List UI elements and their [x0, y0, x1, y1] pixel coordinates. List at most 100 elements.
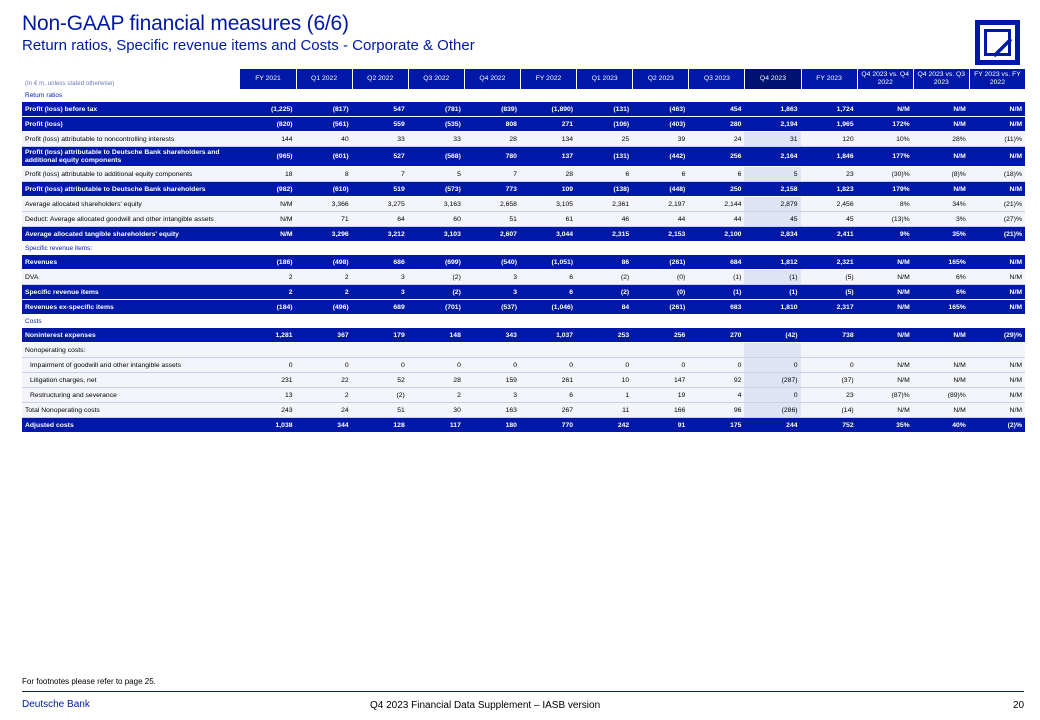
section-heading-row: Return ratios [22, 89, 1025, 102]
table-cell: N/M [856, 255, 913, 270]
table-cell: 163 [463, 403, 520, 418]
table-cell: 1,038 [239, 418, 296, 433]
table-cell: 147 [632, 373, 689, 388]
table-row: Average allocated shareholders' equity N/… [22, 197, 1025, 212]
table-cell: 64 [351, 212, 408, 227]
table-cell: 1 [576, 388, 633, 403]
row-label: Specific revenue items [22, 285, 240, 300]
table-row: Litigation charges, net 231 22 52 28 159 261 10… [22, 373, 1025, 388]
table-cell: (1) [688, 285, 745, 300]
row-label: Profit (loss) attributable to Deutsche B… [22, 182, 240, 197]
table-cell: 33 [351, 132, 408, 147]
table-cell: 8% [856, 197, 913, 212]
table-cell: (1) [744, 285, 801, 300]
table-cell: 683 [688, 300, 745, 315]
table-cell: 0 [744, 388, 801, 403]
table-cell: (463) [632, 102, 689, 117]
table-cell: (535) [407, 117, 464, 132]
table-cell: (699) [407, 255, 464, 270]
table-cell: 2,834 [744, 227, 801, 242]
table-row: Noninterest expenses 1,281 367 179 148 343 1,0… [22, 328, 1025, 343]
table-cell: (131) [576, 147, 633, 167]
table-row: Revenues ex-specific items (184) (496) 689(… [22, 300, 1025, 315]
table-cell: 5 [407, 167, 464, 182]
table-cell: N/M [856, 403, 913, 418]
table-cell: 250 [688, 182, 745, 197]
table-cell: 2,153 [632, 227, 689, 242]
financial-table: (In € m, unless stated otherwise) FY 2021… [22, 69, 1025, 433]
table-cell: N/M [968, 358, 1025, 373]
table-cell: N/M [912, 373, 969, 388]
page-title: Non-GAAP financial measures (6/6) [22, 12, 349, 35]
table-cell: 6 [519, 388, 577, 403]
table-cell: (498) [295, 255, 352, 270]
table-cell [576, 343, 633, 358]
column-header: Q1 2023 [576, 69, 633, 89]
table-cell: N/M [912, 403, 969, 418]
table-cell: 1,037 [519, 328, 577, 343]
table-cell: 0 [800, 358, 857, 373]
table-cell: 40 [295, 132, 352, 147]
table-row: Revenues (186) (498) 686 (699) (540) (1,051) 86… [22, 255, 1025, 270]
section-heading-row: Costs [22, 315, 1025, 328]
row-label: Total Nonoperating costs [22, 403, 240, 418]
table-cell: 244 [744, 418, 801, 433]
table-cell: (186) [239, 255, 296, 270]
row-label: Revenues [22, 255, 240, 270]
table-cell: 0 [463, 358, 520, 373]
column-header: Q4 2023 vs. Q4 2022 [856, 69, 913, 89]
table-cell: 109 [519, 182, 577, 197]
table-cell: 96 [688, 403, 745, 418]
table-cell: 18 [239, 167, 296, 182]
table-cell: 344 [295, 418, 352, 433]
table-row: Restructuring and severance 13 2 (2) 2 3 6 1 19 4… [22, 388, 1025, 403]
page-number: 20 [1013, 700, 1025, 711]
table-cell: 1,724 [800, 102, 857, 117]
table-cell: (1) [744, 270, 801, 285]
table-cell: 6 [632, 167, 689, 182]
table-cell: 0 [239, 358, 296, 373]
table-cell: 28 [519, 167, 577, 182]
table-cell: 3,296 [295, 227, 352, 242]
table-cell: (286) [744, 403, 801, 418]
table-cell: (781) [407, 102, 464, 117]
row-label: Costs [25, 318, 42, 325]
table-cell: (184) [239, 300, 296, 315]
table-cell [295, 343, 352, 358]
table-cell: 271 [519, 117, 577, 132]
table-cell: (2) [407, 270, 464, 285]
table-cell: 267 [519, 403, 577, 418]
table-cell: 128 [351, 418, 408, 433]
row-label: Noninterest expenses [22, 328, 240, 343]
table-cell: (37) [800, 373, 857, 388]
table-cell: 3,105 [519, 197, 577, 212]
row-label: Profit (loss) [22, 117, 240, 132]
table-cell: 780 [463, 147, 520, 167]
table-cell: 3 [463, 388, 520, 403]
table-cell: 84 [576, 300, 633, 315]
table-cell: (448) [632, 182, 689, 197]
table-cell: 10% [856, 132, 913, 147]
footnote: For footnotes please refer to page 25. [22, 677, 156, 686]
column-header: Q3 2022 [407, 69, 464, 89]
table-cell: (21)% [968, 227, 1025, 242]
table-cell: N/M [968, 255, 1025, 270]
table-cell: 2,456 [800, 197, 857, 212]
table-cell: 180 [463, 418, 520, 433]
table-cell: 2,158 [744, 182, 801, 197]
page-subtitle: Return ratios, Specific revenue items an… [22, 37, 475, 54]
table-cell: N/M [856, 373, 913, 388]
row-label: Specific revenue items: [25, 245, 93, 252]
column-header: Q3 2023 [688, 69, 745, 89]
table-cell: 3,275 [351, 197, 408, 212]
table-cell: (573) [407, 182, 464, 197]
table-row: Profit (loss) (820) (561) 559 (535) 808 271 (10… [22, 117, 1025, 132]
table-cell: (261) [632, 255, 689, 270]
table-cell: 30 [407, 403, 464, 418]
table-cell: (601) [295, 147, 352, 167]
row-label: DVA [22, 270, 240, 285]
table-cell: 23 [800, 388, 857, 403]
table-cell [856, 343, 913, 358]
table-cell: 51 [463, 212, 520, 227]
table-cell: 13 [239, 388, 296, 403]
